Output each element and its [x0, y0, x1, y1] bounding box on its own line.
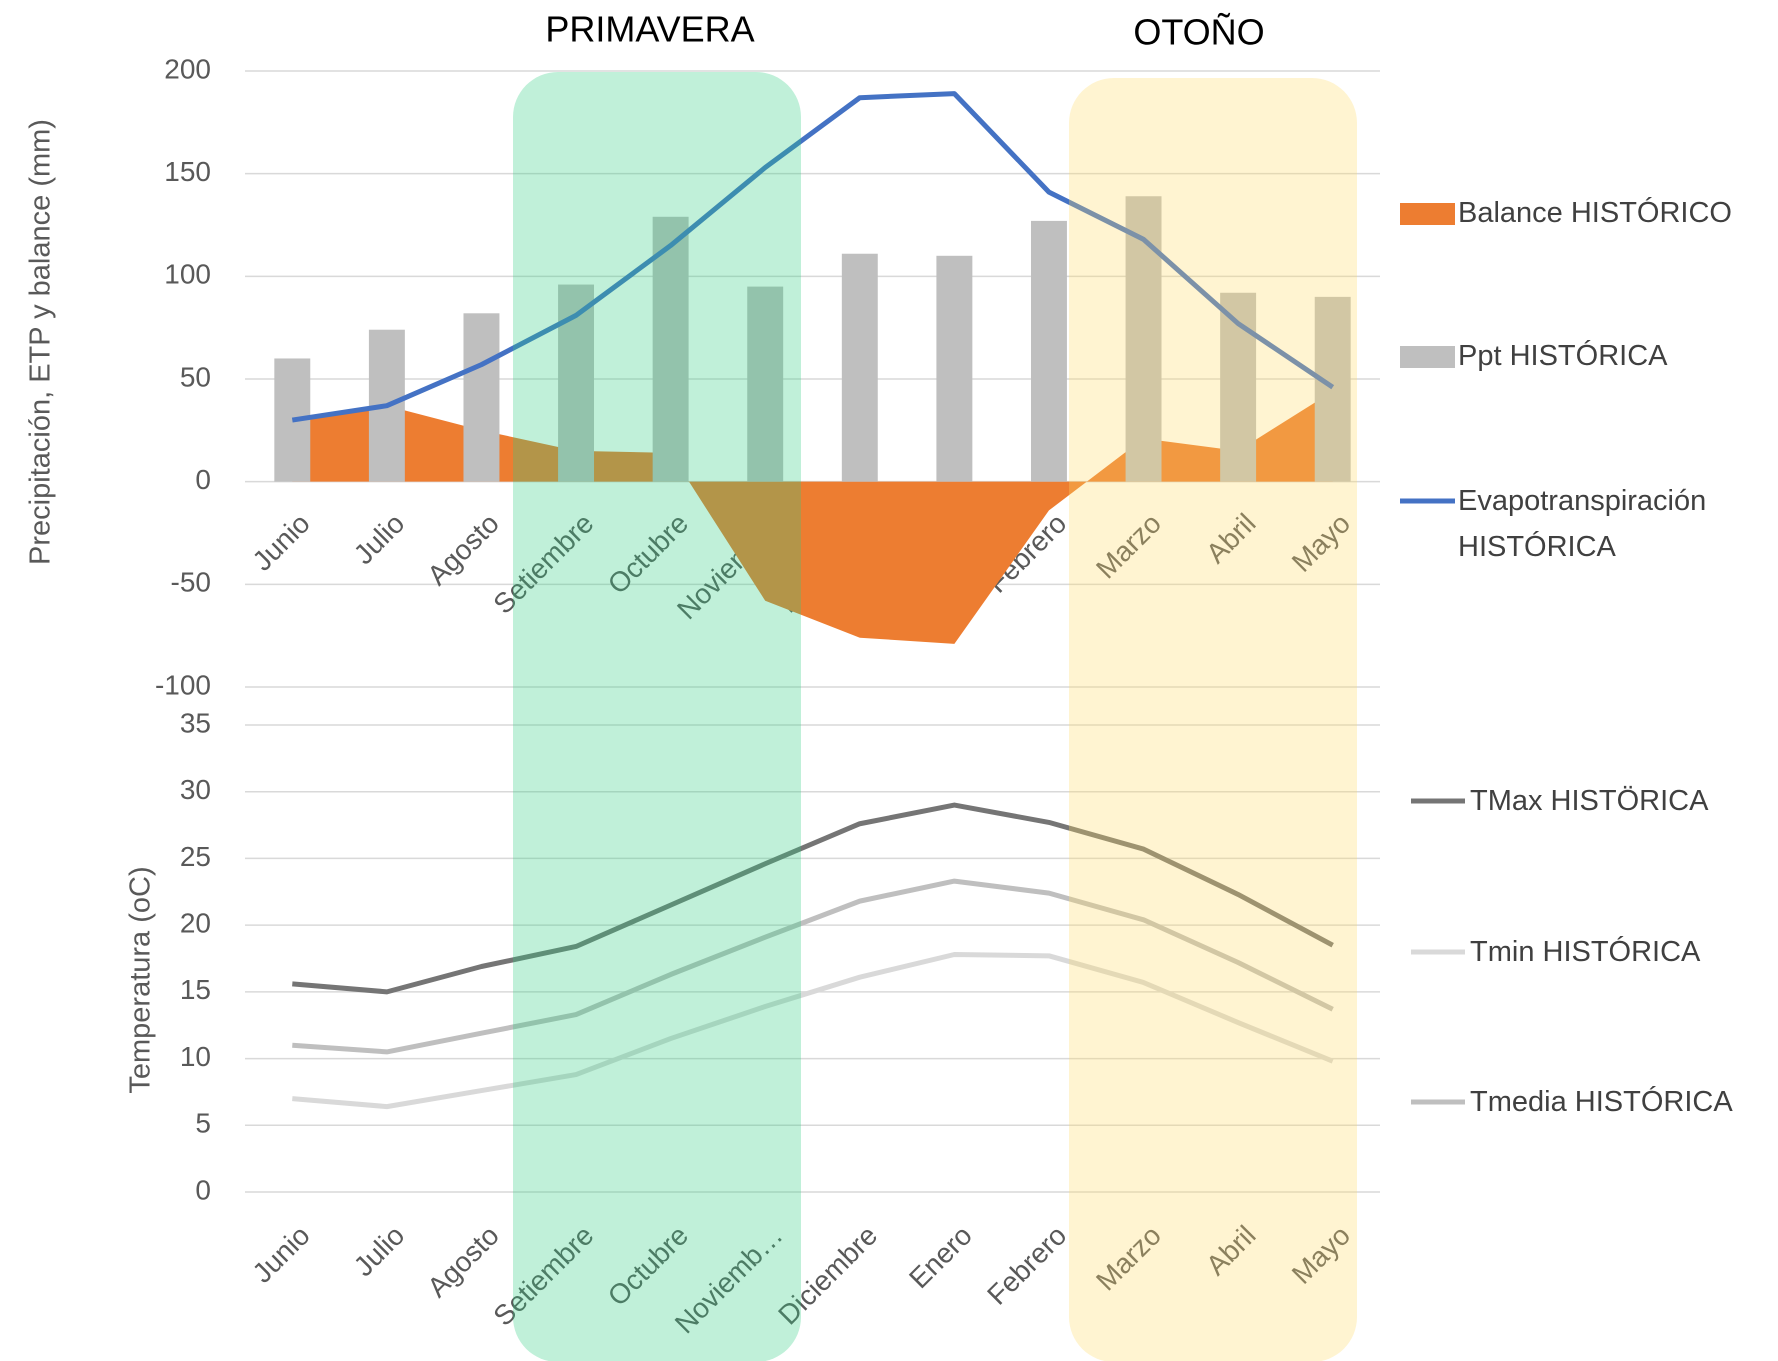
- x-tick-label: Abril: [1200, 1220, 1262, 1282]
- bar: [1030, 220, 1067, 482]
- x-tick-label: Abril: [1200, 508, 1262, 570]
- x-tick-label: Junio: [247, 1220, 316, 1289]
- x-tick-label: Marzo: [1090, 1220, 1167, 1297]
- annotation: OTOÑO: [1133, 12, 1264, 53]
- x-tick-label: Enero: [903, 1220, 978, 1295]
- legend-label: Tmin HISTÓRICA: [1470, 936, 1701, 968]
- x-tick-label: Diciembre: [772, 1220, 883, 1331]
- x-tick-label: Agosto: [421, 508, 505, 592]
- bar: [1314, 296, 1351, 482]
- legend-label: TMax HISTÖRICA: [1470, 785, 1709, 817]
- legend-label: Ppt HISTÓRICA: [1458, 340, 1668, 372]
- x-tick-label: Agosto: [421, 1220, 505, 1304]
- y-tick-label: 0: [195, 464, 211, 495]
- bar: [1125, 196, 1162, 482]
- y-tick-label: 20: [180, 908, 211, 939]
- y-tick-label: -50: [171, 567, 211, 598]
- y-tick-label: 100: [164, 259, 211, 290]
- y-tick-label: 5: [195, 1108, 211, 1139]
- x-tick-label: Setiembre: [487, 508, 599, 620]
- y-tick-label: 50: [180, 361, 211, 392]
- x-tick-label: Octubre: [602, 1220, 694, 1312]
- bar: [463, 313, 500, 482]
- y-tick-label: 35: [180, 707, 211, 738]
- x-tick-label: Julio: [348, 1220, 411, 1283]
- bar: [841, 253, 878, 482]
- y-tick-label: 25: [180, 841, 211, 872]
- x-tick-label: Mayo: [1286, 508, 1356, 578]
- y-tick-label: -100: [155, 669, 211, 700]
- x-tick-label: Marzo: [1090, 508, 1167, 585]
- bar: [652, 216, 689, 482]
- x-tick-label: Julio: [348, 508, 411, 571]
- line: [292, 802, 1334, 995]
- x-tick-label: Febrero: [981, 1220, 1072, 1311]
- legend-label: Evapotranspiración HISTÓRICA: [1458, 485, 1707, 563]
- bar: [936, 255, 973, 482]
- x-tick-label: Setiembre: [487, 1220, 599, 1332]
- legend-swatch: [1400, 203, 1455, 225]
- legend-label: Balance HISTÓRICO: [1458, 197, 1732, 229]
- x-tick-label: Junio: [247, 508, 316, 577]
- y-tick-label: 0: [195, 1174, 211, 1205]
- line: [292, 878, 1334, 1055]
- y-axis-label: Precipitación, ETP y balance (mm): [25, 119, 57, 565]
- area: [292, 391, 1333, 644]
- line: [291, 91, 1335, 423]
- annotation: PRIMAVERA: [545, 9, 754, 50]
- legend-label: Tmedia HISTÓRICA: [1470, 1086, 1733, 1118]
- y-tick-label: 150: [164, 156, 211, 187]
- line: [292, 951, 1334, 1110]
- x-tick-label: Mayo: [1286, 1220, 1356, 1290]
- y-tick-label: 10: [180, 1041, 211, 1072]
- y-tick-label: 200: [164, 53, 211, 84]
- legend-swatch: [1400, 346, 1455, 368]
- x-tick-label: Octubre: [602, 508, 694, 600]
- bar: [747, 286, 784, 482]
- y-axis-label: Temperatura (oC): [125, 866, 157, 1093]
- y-tick-label: 30: [180, 774, 211, 805]
- y-tick-label: 15: [180, 974, 211, 1005]
